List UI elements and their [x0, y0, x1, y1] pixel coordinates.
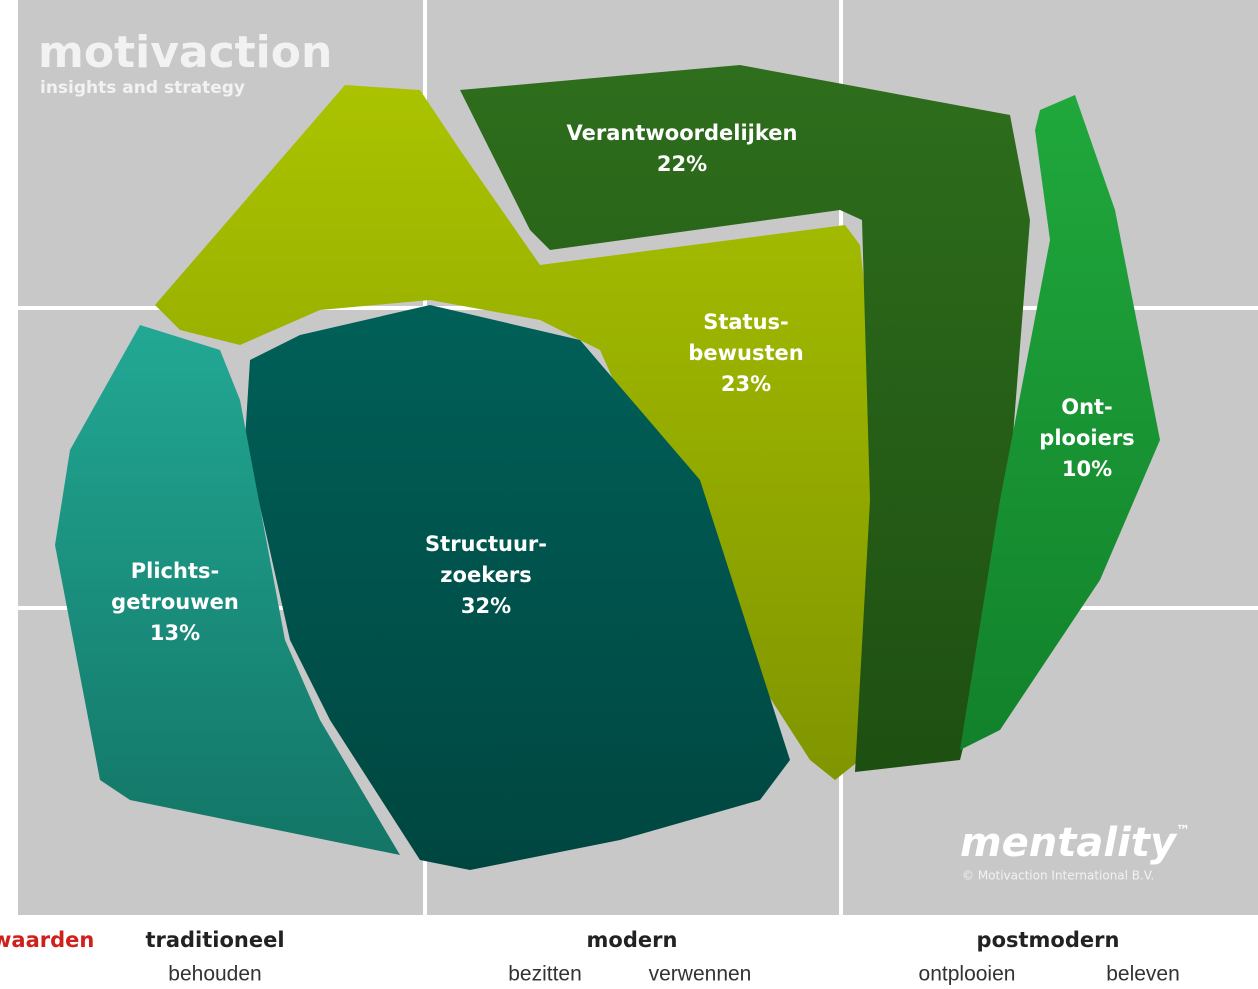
segment-share: 23%: [721, 372, 771, 396]
segment-label: plooiers: [1039, 426, 1134, 450]
copyright: © Motivaction International B.V.: [962, 869, 1154, 883]
logo-tagline: insights and strategy: [40, 78, 245, 98]
segment-label: Structuur-: [425, 532, 547, 556]
segment-share: 22%: [657, 152, 707, 176]
brand-mark: ™: [1176, 823, 1190, 839]
structuur-shape: [245, 305, 790, 870]
column-value: behouden: [168, 963, 261, 986]
plichts-shape: [55, 325, 400, 855]
segment-label: Ont-: [1061, 395, 1113, 419]
segment-label: getrouwen: [111, 590, 239, 614]
column-value: ontplooien: [919, 963, 1016, 986]
brand: mentality™: [960, 820, 1190, 866]
segment-share: 13%: [150, 621, 200, 645]
ontplooiers-shape: [960, 95, 1160, 750]
axis-title: waarden: [0, 928, 94, 952]
column-value: beleven: [1106, 963, 1180, 986]
column-value: bezitten: [508, 963, 582, 986]
column-value: verwennen: [649, 963, 752, 986]
segment-share: 32%: [461, 594, 511, 618]
column-name: postmodern: [977, 928, 1120, 952]
segment-label: Plichts-: [131, 559, 219, 583]
column-name: traditioneel: [145, 928, 284, 952]
column-name: modern: [587, 928, 678, 952]
status-shape: [155, 85, 885, 780]
brand-name: mentality: [960, 820, 1178, 866]
segment-share: 10%: [1062, 457, 1112, 481]
verantwoordelijken-shape: [460, 65, 1030, 772]
segment-label: Status-: [703, 310, 789, 334]
segment-label: Verantwoordelijken: [567, 121, 798, 145]
segment-label: bewusten: [688, 341, 803, 365]
segment-label: zoekers: [440, 563, 531, 587]
logo: motivaction: [38, 27, 332, 78]
